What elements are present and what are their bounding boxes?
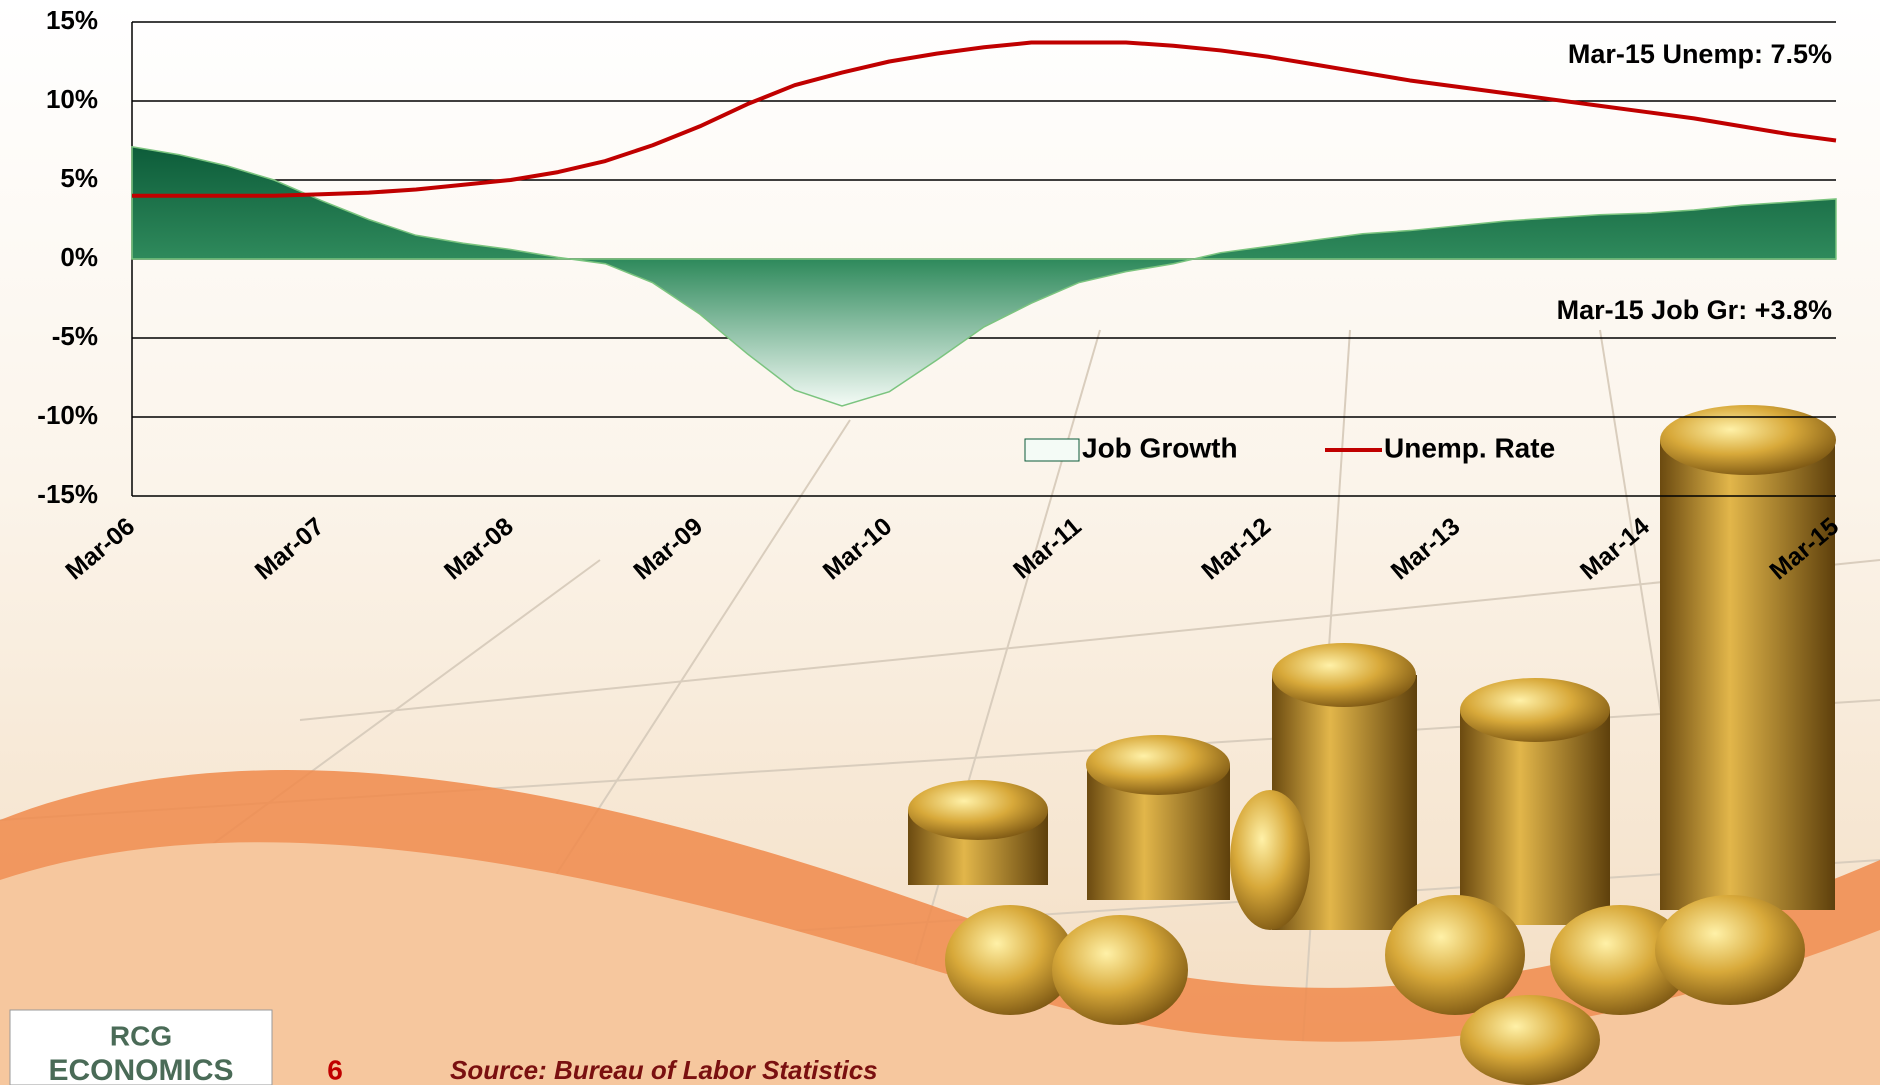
legend-label: Job Growth [1082, 432, 1238, 463]
y-tick-label: 5% [60, 163, 98, 193]
logo-box [9, 1009, 273, 1086]
source: Source: Bureau of Labor Statistics [450, 1055, 878, 1085]
annotation: Mar-15 Unemp: 7.5% [1568, 39, 1832, 69]
page-number: 6 [327, 1054, 343, 1085]
swoosh-light [0, 842, 1880, 1085]
y-tick-label: -5% [52, 321, 98, 351]
y-tick-label: -10% [37, 400, 98, 430]
y-tick-label: 0% [60, 242, 98, 272]
y-tick-label: -15% [37, 479, 98, 509]
y-tick-label: 10% [46, 84, 98, 114]
y-tick-label: 15% [46, 5, 98, 35]
line [132, 40, 1837, 198]
logo-top: RCG [110, 1020, 172, 1051]
legend-label: Unemp. Rate [1384, 432, 1555, 463]
area [131, 145, 1837, 407]
legend-swatch [1024, 438, 1080, 462]
coin-stacks [908, 405, 1836, 1085]
annotation: Mar-15 Job Gr: +3.8% [1557, 295, 1832, 325]
logo-bottom: ECONOMICS [48, 1054, 233, 1085]
